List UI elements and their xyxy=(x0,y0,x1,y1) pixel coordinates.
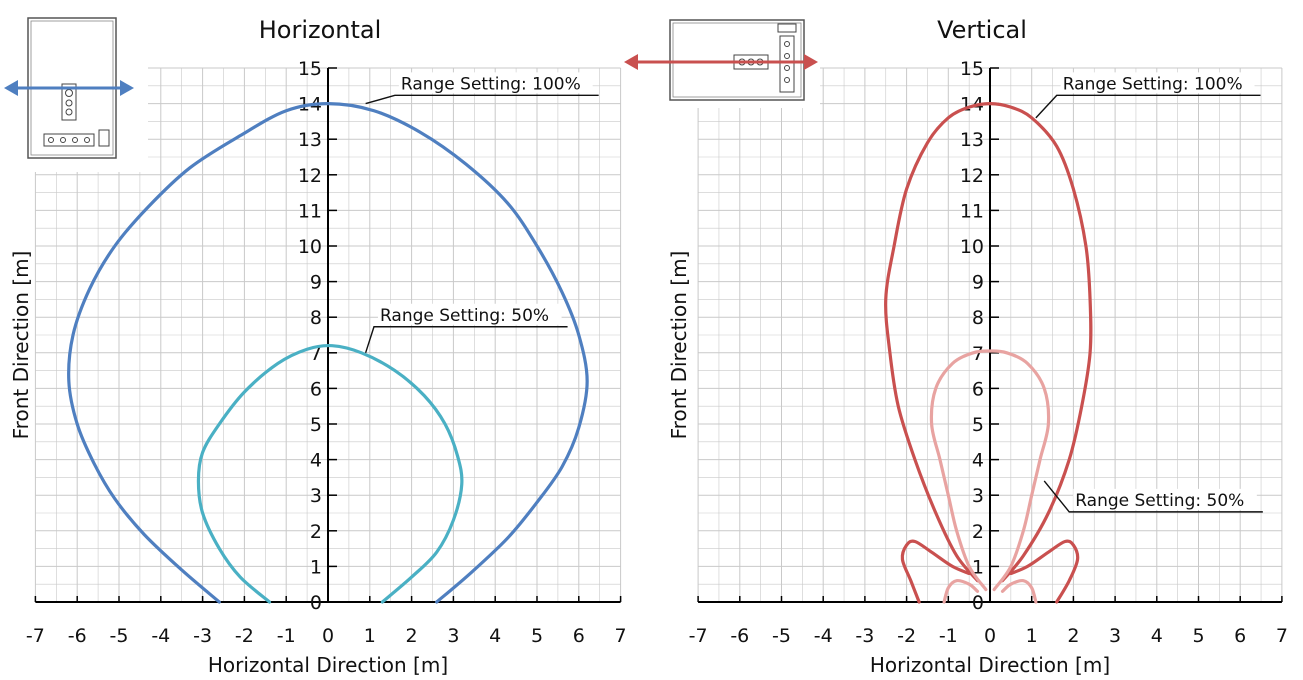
y-tick-label: 10 xyxy=(298,236,322,258)
x-tick-label: -5 xyxy=(772,625,791,647)
y-tick-label: 14 xyxy=(960,94,984,116)
y-tick-label: 8 xyxy=(972,307,984,329)
x-tick-label: 1 xyxy=(1026,625,1038,647)
x-tick-label: 5 xyxy=(531,625,543,647)
y-tick-label: 6 xyxy=(310,378,322,400)
y-tick-label: 3 xyxy=(310,485,322,507)
annotation-leader xyxy=(364,326,568,354)
series-line xyxy=(942,578,980,604)
series-annotation: Range Setting: 100% xyxy=(401,74,581,94)
annotation-bg xyxy=(377,303,562,325)
device-icon-horizontal-orientation xyxy=(0,0,148,172)
chart-horizontal: -7 -6 -5 -4 -3 -2 -1 0 1 2 3 4 5 6 7012345678910111213… xyxy=(9,16,627,677)
x-axis-title: Horizontal Direction [m] xyxy=(870,653,1110,677)
x-tick-label: 6 xyxy=(1234,625,1246,647)
series-annotation: Range Setting: 50% xyxy=(380,306,549,326)
x-tick-label: -4 xyxy=(814,625,833,647)
chart-title: Vertical xyxy=(937,16,1027,44)
x-tick-label: 3 xyxy=(447,625,459,647)
y-tick-label: 9 xyxy=(972,272,984,294)
y-tick-label: 9 xyxy=(310,272,322,294)
x-tick-label: -5 xyxy=(110,625,129,647)
device-icon-vertical-orientation xyxy=(624,0,820,108)
y-tick-label: 5 xyxy=(972,414,984,436)
y-tick-label: 5 xyxy=(310,414,322,436)
series-line xyxy=(1009,539,1080,604)
y-tick-label: 3 xyxy=(972,485,984,507)
series-annotation: Range Setting: 50% xyxy=(1075,491,1244,511)
chart-vertical: -7 -6 -5 -4 -3 -2 -1 0 1 2 3 4 5 6 7012345678910111213… xyxy=(667,16,1288,677)
y-tick-label: 1 xyxy=(310,556,322,578)
x-tick-label: 2 xyxy=(1067,625,1079,647)
annotation-bg xyxy=(398,72,593,94)
y-axis-title: Front Direction [m] xyxy=(667,251,691,440)
series-annotation: Range Setting: 100% xyxy=(1063,74,1243,94)
x-tick-label: 5 xyxy=(1192,625,1204,647)
x-tick-label: 3 xyxy=(1109,625,1121,647)
y-tick-label: 2 xyxy=(972,521,984,543)
x-tick-label: -3 xyxy=(855,625,874,647)
series-line xyxy=(1000,578,1038,604)
y-tick-label: 12 xyxy=(960,165,984,187)
series-line xyxy=(196,343,464,604)
annotation-bg xyxy=(1060,72,1255,94)
chart-title: Horizontal xyxy=(259,16,382,44)
y-tick-label: 10 xyxy=(960,236,984,258)
x-tick-label: -4 xyxy=(151,625,170,647)
y-tick-label: 11 xyxy=(960,200,984,222)
x-tick-label: 2 xyxy=(406,625,418,647)
x-tick-label: -1 xyxy=(277,625,296,647)
y-tick-label: 2 xyxy=(310,521,322,543)
x-tick-label: 4 xyxy=(1151,625,1163,647)
y-axis-title: Front Direction [m] xyxy=(9,251,33,440)
x-tick-label: -2 xyxy=(235,625,254,647)
annotation-leader xyxy=(1043,480,1263,513)
y-tick-label: 6 xyxy=(972,378,984,400)
x-tick-label: 0 xyxy=(984,625,996,647)
series-line xyxy=(929,349,1051,592)
x-tick-label: -7 xyxy=(689,625,708,647)
x-tick-label: 4 xyxy=(489,625,501,647)
y-tick-label: 0 xyxy=(972,592,984,614)
y-tick-label: 4 xyxy=(972,450,984,472)
series-line xyxy=(900,539,971,604)
x-tick-label: -7 xyxy=(26,625,45,647)
x-tick-label: -1 xyxy=(939,625,958,647)
annotation-bg xyxy=(1073,488,1257,510)
y-tick-label: 8 xyxy=(310,307,322,329)
y-tick-label: 11 xyxy=(298,200,322,222)
annotation-leader xyxy=(365,94,599,105)
series-line xyxy=(67,102,589,604)
y-tick-label: 13 xyxy=(960,129,984,151)
y-tick-label: 15 xyxy=(960,58,984,80)
series-line xyxy=(884,102,1093,583)
y-tick-label: 13 xyxy=(298,129,322,151)
x-tick-label: -3 xyxy=(193,625,212,647)
y-tick-label: 4 xyxy=(310,450,322,472)
y-tick-label: 12 xyxy=(298,165,322,187)
x-tick-label: -2 xyxy=(897,625,916,647)
y-tick-label: 7 xyxy=(972,343,984,365)
x-tick-label: 1 xyxy=(364,625,376,647)
y-tick-label: 15 xyxy=(298,58,322,80)
x-tick-label: 7 xyxy=(615,625,627,647)
x-tick-label: 7 xyxy=(1276,625,1288,647)
x-tick-label: 0 xyxy=(322,625,334,647)
x-tick-label: -6 xyxy=(68,625,87,647)
x-tick-label: 6 xyxy=(573,625,585,647)
x-tick-label: -6 xyxy=(730,625,749,647)
x-axis-title: Horizontal Direction [m] xyxy=(208,653,448,677)
annotation-leader xyxy=(1035,94,1261,119)
y-tick-label: 0 xyxy=(310,592,322,614)
